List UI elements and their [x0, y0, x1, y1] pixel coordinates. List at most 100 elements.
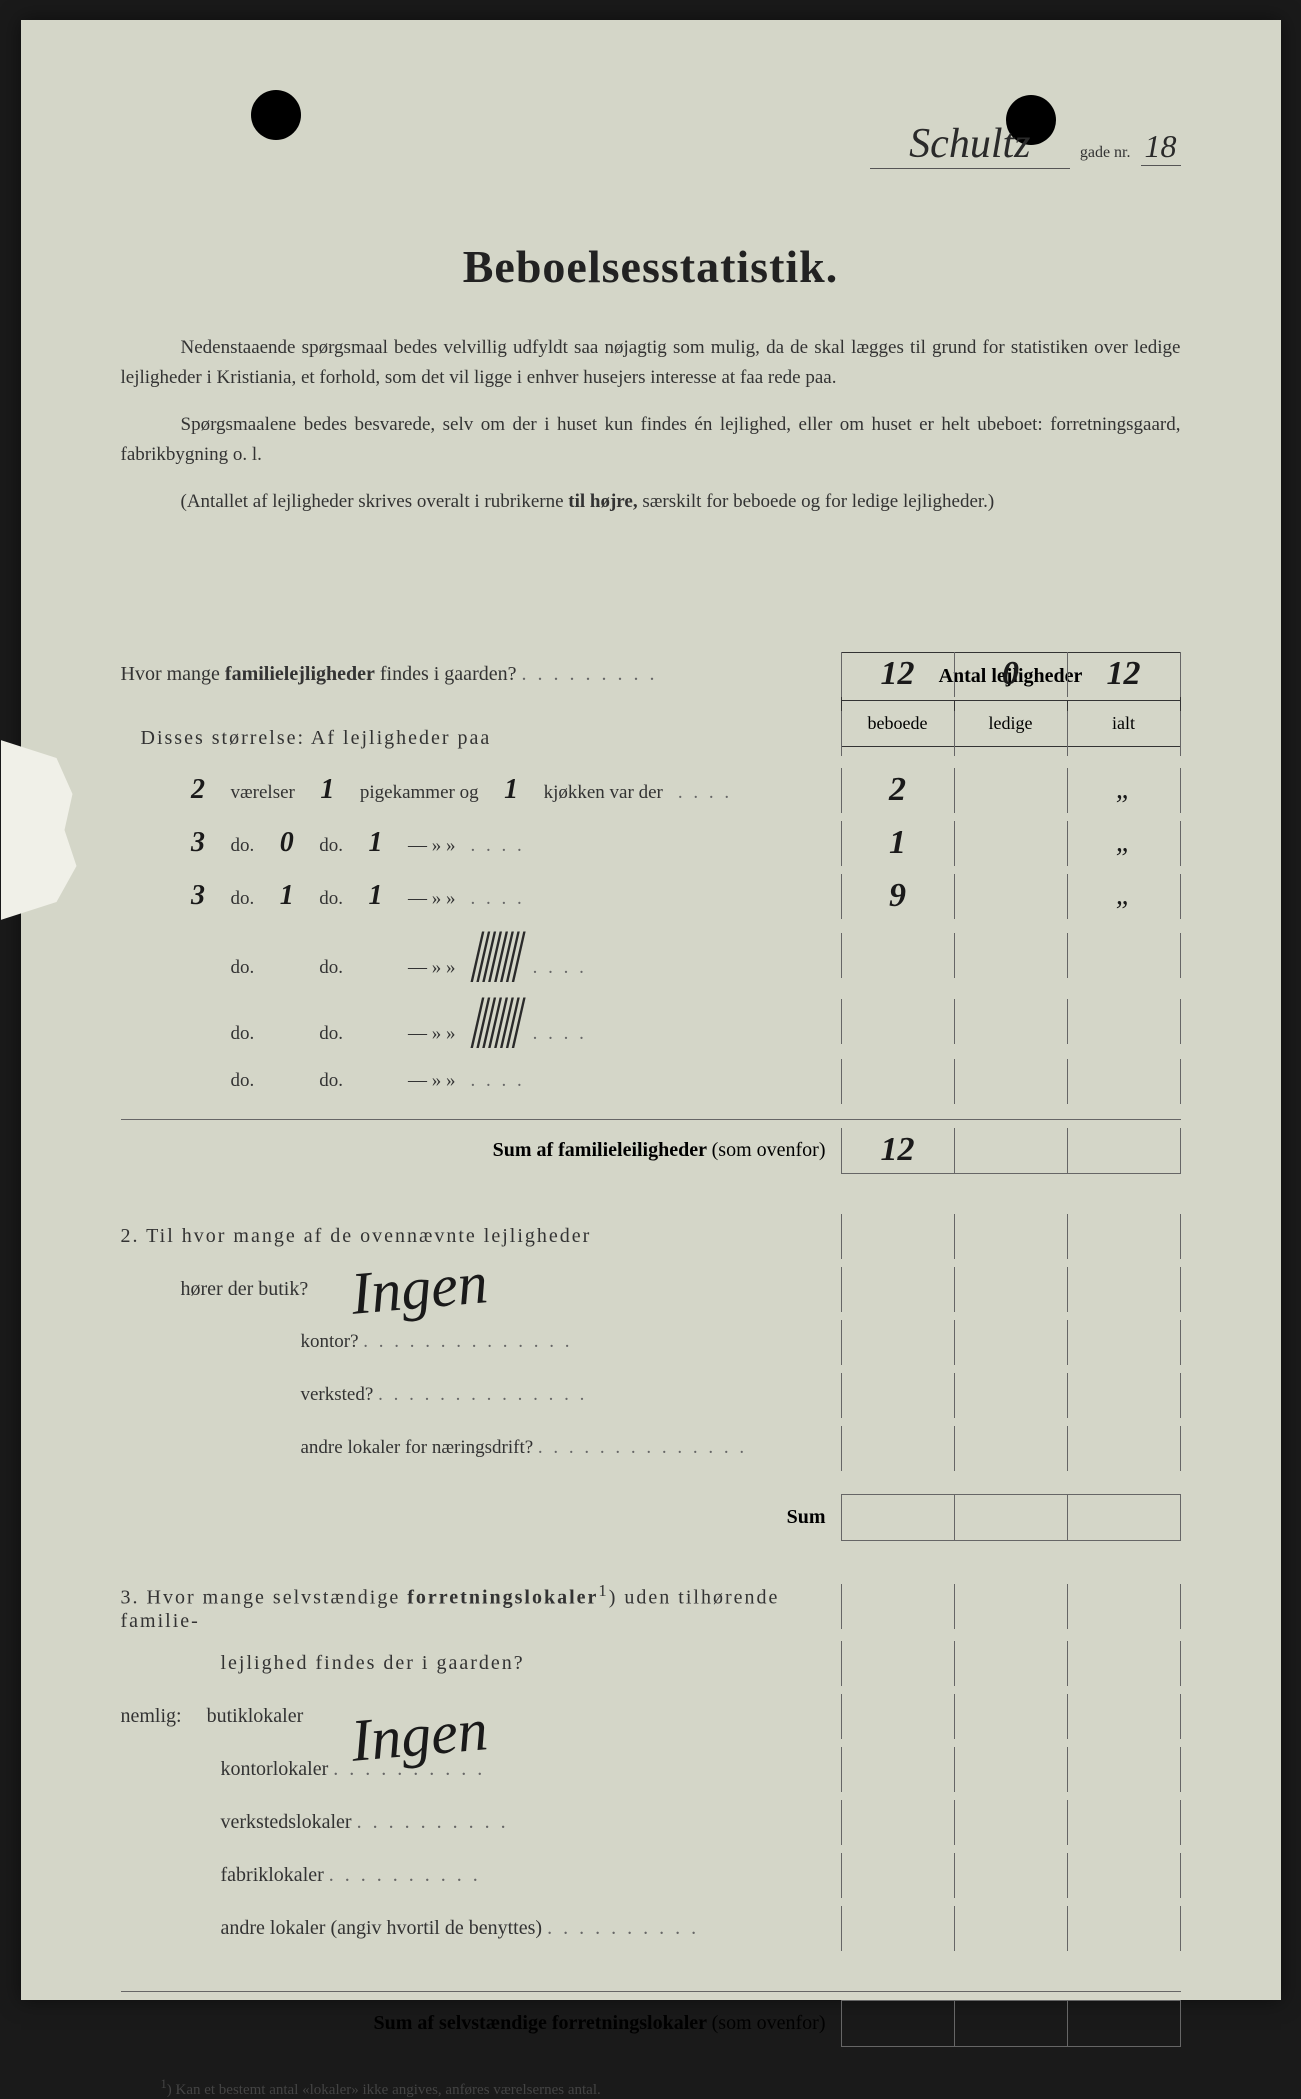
size-label: do.	[231, 1023, 255, 1045]
q3-sum-text: Sum af selvstændige forretningslokaler (…	[121, 2012, 841, 2035]
intro-paragraph-1: Nedenstaaende spørgsmaal bedes velvillig…	[121, 333, 1181, 394]
empty-cell	[1067, 1853, 1181, 1898]
q2-sum-row: Sum	[121, 1486, 1181, 1541]
q3-nemlig: nemlig: butiklokaler	[121, 1705, 841, 1728]
size-ialt	[1067, 933, 1181, 978]
size-beboede	[841, 999, 954, 1044]
q2-item-cells	[841, 1373, 1181, 1418]
q2-line1: 2. Til hvor mange af de ovennævnte lejli…	[121, 1225, 841, 1248]
size-beboede	[841, 933, 954, 978]
size-ledige	[954, 821, 1067, 866]
size-beboede	[841, 1059, 954, 1104]
size-label: værelser	[231, 782, 295, 804]
size-ledige	[954, 874, 1067, 919]
sizes-heading-cells	[841, 711, 1181, 756]
empty-cell	[954, 711, 1067, 756]
q3-sum-row: Sum af selvstændige forretningslokaler (…	[121, 1991, 1181, 2047]
empty-cell	[1067, 711, 1181, 756]
q2-item-text: andre lokaler for næringsdrift? . . . . …	[121, 1437, 841, 1459]
empty-cell	[841, 1214, 954, 1259]
q2-line1-row: 2. Til hvor mange af de ovennævnte lejli…	[121, 1214, 1181, 1259]
q3-bold: forretningslokaler	[407, 1587, 598, 1609]
q3-line2: lejlighed findes der i gaarden?	[121, 1652, 841, 1675]
section-3: 3. Hvor mange selvstændige forretningslo…	[121, 1581, 1181, 2047]
q2-sum-text: Sum	[121, 1506, 841, 1529]
q1-ledige-val: 0	[1002, 655, 1019, 693]
size-ialt-val: „	[1116, 880, 1132, 912]
empty-cell	[841, 1800, 954, 1845]
empty-cell	[1067, 1267, 1181, 1312]
size-ialt-val: „	[1116, 774, 1132, 806]
q1-ledige: 0	[954, 652, 1067, 697]
q3-sup: 1	[598, 1581, 608, 1600]
size-vaerelser: 2	[181, 774, 216, 806]
size-rows-container: 2 værelser 1 pigekammer og 1 kjøkken var…	[121, 768, 1181, 1104]
q1-values: 12 0 12	[841, 652, 1181, 697]
sum1-normal: (som ovenfor)	[712, 1139, 826, 1161]
size-values	[841, 999, 1181, 1044]
size-dots: . . . .	[471, 1070, 525, 1092]
size-kjokken: 1	[358, 880, 393, 912]
size-pigekammer: 1	[310, 774, 345, 806]
sum-row-1: Sum af familieleiligheder (som ovenfor) …	[121, 1119, 1181, 1174]
intro-p2-text: Spørgsmaalene bedes besvarede, selv om d…	[121, 414, 1181, 465]
q3-item-cells	[841, 1906, 1181, 1951]
size-row: 3 do. 0 do. 1 — » » . . . . 1 „	[121, 821, 1181, 866]
size-ialt-val: „	[1116, 827, 1132, 859]
q3-line2-row: lejlighed findes der i gaarden?	[121, 1641, 1181, 1686]
size-values	[841, 1059, 1181, 1104]
size-label: do.	[319, 835, 343, 857]
sum1-values: 12	[841, 1128, 1181, 1174]
q3-line1-row: 3. Hvor mange selvstændige forretningslo…	[121, 1581, 1181, 1633]
empty-cell	[1067, 1906, 1181, 1951]
size-beboede: 1	[841, 821, 954, 866]
q2-line2: hører der butik?	[121, 1278, 841, 1301]
empty-cell	[841, 1373, 954, 1418]
size-values: 9 „	[841, 874, 1181, 919]
section-2: 2. Til hvor mange af de ovennævnte lejli…	[121, 1214, 1181, 1541]
empty-cell	[1067, 2001, 1181, 2046]
size-beboede: 9	[841, 874, 954, 919]
q1-beboede-val: 12	[881, 655, 915, 693]
sum1-bold: Sum af familieleiligheder	[493, 1139, 707, 1161]
empty-cell	[1067, 1584, 1181, 1629]
q1-dots: . . . . . . . . .	[521, 663, 657, 685]
size-ledige	[954, 768, 1067, 813]
q3-cells	[841, 1694, 1181, 1739]
size-label: do.	[231, 888, 255, 910]
q1-prefix: Hvor mange	[121, 663, 220, 685]
q2-line2-row: hører der butik?	[121, 1267, 1181, 1312]
empty-cell	[841, 1495, 954, 1540]
size-text: 3 do. 0 do. 1 — » » . . . .	[121, 827, 841, 859]
empty-cell	[1067, 1495, 1181, 1540]
size-pigekammer: 0	[269, 827, 304, 859]
size-row: do. do. — » » //////// . . . .	[121, 927, 1181, 985]
footnote-text: ) Kan et bestemt antal «lokaler» ikke an…	[167, 2082, 601, 2098]
size-beboede-val: 9	[889, 877, 906, 915]
empty-cell	[841, 1267, 954, 1312]
q2-sum-cells	[841, 1494, 1181, 1541]
size-vaerelser: 3	[181, 880, 216, 912]
empty-cell	[954, 1694, 1067, 1739]
size-ledige	[954, 933, 1067, 978]
empty-cell	[1067, 1747, 1181, 1792]
size-ialt: „	[1067, 874, 1181, 919]
content-area: Antal lejligheder beboede ledige ialt Hv…	[121, 652, 1181, 2099]
street-name: Schultz	[870, 120, 1070, 169]
q2-cells	[841, 1214, 1181, 1259]
q3-cells	[841, 1641, 1181, 1686]
intro-paragraph-3: (Antallet af lejligheder skrives overalt…	[121, 487, 1181, 517]
empty-cell	[954, 2001, 1067, 2046]
empty-cell	[954, 1853, 1067, 1898]
size-values: 2 „	[841, 768, 1181, 813]
size-ialt: „	[1067, 821, 1181, 866]
size-vaerelser: 3	[181, 827, 216, 859]
empty-cell	[1067, 1800, 1181, 1845]
q3-item-cells	[841, 1800, 1181, 1845]
size-ialt	[1067, 1059, 1181, 1104]
size-pigekammer: 1	[269, 880, 304, 912]
q3-sum-bold: Sum af selvstændige forretningslokaler	[373, 2012, 706, 2034]
q3-item-cells	[841, 1747, 1181, 1792]
q2-item-text: kontor? . . . . . . . . . . . . . .	[121, 1331, 841, 1353]
q2-item-row: andre lokaler for næringsdrift? . . . . …	[121, 1426, 1181, 1471]
